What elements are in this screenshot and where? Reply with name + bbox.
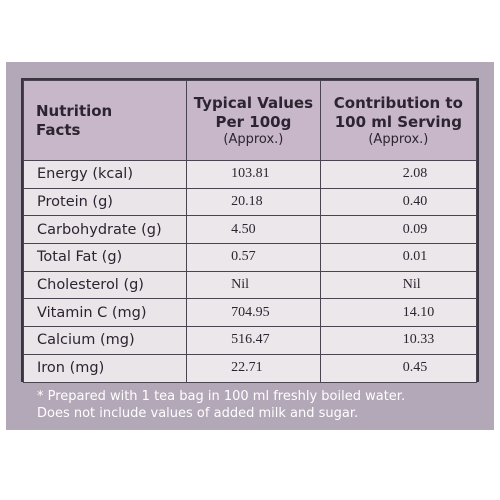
header-approx: (Approx.) <box>223 131 284 147</box>
header-line: Typical Values <box>193 93 314 112</box>
nutrition-facts-table: Nutrition Facts Typical Values Per 100g … <box>22 80 478 383</box>
table-header-row: Nutrition Facts Typical Values Per 100g … <box>22 80 478 161</box>
serving-value: 0.01 <box>319 243 478 272</box>
nutrient-name: Cholesterol (g) <box>22 270 188 300</box>
per-100g-value: 4.50 <box>186 215 321 245</box>
table-row: Protein (g) 20.18 0.40 <box>22 187 478 217</box>
header-line: 100 ml Serving <box>334 112 462 131</box>
per-100g-value: 516.47 <box>186 326 321 355</box>
nutrient-name: Carbohydrate (g) <box>22 215 188 245</box>
header-line: Nutrition <box>36 101 113 120</box>
nutrient-name: Energy (kcal) <box>22 160 188 189</box>
nutrient-name: Calcium (mg) <box>22 326 188 355</box>
per-100g-value: Nil <box>186 270 321 300</box>
header-contribution: Contribution to 100 ml Serving (Approx.) <box>319 80 478 161</box>
nutrition-panel: Nutrition Facts Typical Values Per 100g … <box>6 62 494 430</box>
per-100g-value: 22.71 <box>186 353 321 383</box>
serving-value: 0.40 <box>319 187 478 217</box>
serving-value: 0.09 <box>319 215 478 245</box>
per-100g-value: 704.95 <box>186 298 321 328</box>
nutrient-name: Vitamin C (mg) <box>22 298 188 328</box>
per-100g-value: 20.18 <box>186 187 321 217</box>
table-row: Iron (mg) 22.71 0.45 <box>22 353 478 383</box>
serving-value: 14.10 <box>319 298 478 328</box>
per-100g-value: 103.81 <box>186 160 321 189</box>
header-approx: (Approx.) <box>368 131 429 147</box>
table-row: Vitamin C (mg) 704.95 14.10 <box>22 298 478 328</box>
header-line: Facts <box>36 120 81 139</box>
header-nutrition-facts: Nutrition Facts <box>22 80 188 161</box>
table-row: Carbohydrate (g) 4.50 0.09 <box>22 215 478 245</box>
serving-value: 2.08 <box>319 160 478 189</box>
table-row: Cholesterol (g) Nil Nil <box>22 270 478 300</box>
table-row: Total Fat (g) 0.57 0.01 <box>22 243 478 272</box>
footnote-line: * Prepared with 1 tea bag in 100 ml fres… <box>37 389 406 404</box>
nutrient-name: Protein (g) <box>22 187 188 217</box>
nutrient-name: Iron (mg) <box>22 353 188 383</box>
table-row: Energy (kcal) 103.81 2.08 <box>22 160 478 189</box>
header-line: Contribution to <box>333 93 463 112</box>
header-typical-values: Typical Values Per 100g (Approx.) <box>186 80 321 161</box>
nutrient-name: Total Fat (g) <box>22 243 188 272</box>
header-line: Per 100g <box>215 112 292 131</box>
footnote-line: Does not include values of added milk an… <box>37 406 359 421</box>
serving-value: 10.33 <box>319 326 478 355</box>
table-row: Calcium (mg) 516.47 10.33 <box>22 326 478 355</box>
per-100g-value: 0.57 <box>186 243 321 272</box>
footnote: * Prepared with 1 tea bag in 100 ml fres… <box>37 388 477 422</box>
serving-value: 0.45 <box>319 353 478 383</box>
nutrition-table: Nutrition Facts Typical Values Per 100g … <box>21 78 479 383</box>
serving-value: Nil <box>319 270 478 300</box>
